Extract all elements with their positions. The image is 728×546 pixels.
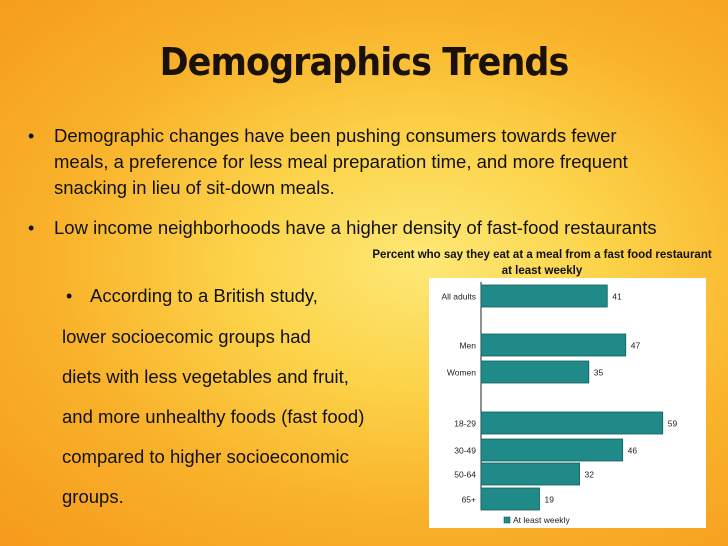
bar bbox=[480, 462, 580, 486]
bar bbox=[480, 333, 627, 357]
data-label: 32 bbox=[585, 470, 595, 480]
bullet-text: Demographic changes have been pushing co… bbox=[54, 125, 628, 198]
data-label: 41 bbox=[612, 292, 622, 302]
bullet-marker: • bbox=[28, 218, 35, 238]
bullet-marker: • bbox=[28, 126, 35, 146]
sub-bullet-line-2: lower socioecomic groups had bbox=[62, 326, 311, 347]
data-label: 35 bbox=[594, 368, 604, 378]
legend-swatch bbox=[503, 516, 511, 524]
bar bbox=[480, 284, 608, 308]
category-label: Women bbox=[447, 368, 476, 378]
bar bbox=[480, 438, 624, 462]
category-label: Men bbox=[459, 341, 476, 351]
category-label: 30-49 bbox=[454, 446, 476, 456]
bar bbox=[480, 360, 590, 384]
sub-bullet-line-3: diets with less vegetables and fruit, bbox=[62, 366, 349, 387]
data-label: 19 bbox=[545, 495, 555, 505]
bullet-text: Low income neighborhoods have a higher d… bbox=[54, 217, 657, 238]
category-label: 50-64 bbox=[454, 470, 476, 480]
sub-bullet-line-4: and more unhealthy foods (fast food) bbox=[62, 406, 365, 427]
bar bbox=[480, 411, 664, 435]
category-label: 18-29 bbox=[454, 419, 476, 429]
data-label: 59 bbox=[668, 419, 678, 429]
data-label: 46 bbox=[628, 446, 638, 456]
legend-label: At least weekly bbox=[513, 515, 570, 525]
sub-bullet-line-5: compared to higher socioeconomic bbox=[62, 446, 349, 467]
sub-bullet-line-1: According to a British study, bbox=[90, 285, 318, 306]
slide-title: Demographics Trends bbox=[159, 40, 570, 84]
category-label: 65+ bbox=[462, 495, 476, 505]
category-label: All adults bbox=[442, 292, 477, 302]
bar-chart-svg: All adults 41 Men 47 Women 35 18-29 59 30-49 46 50… bbox=[442, 282, 678, 525]
bar bbox=[480, 487, 540, 511]
data-label: 47 bbox=[631, 341, 641, 351]
bar-chart: All adults 41 Men 47 Women 35 18-29 59 30-49 46 50… bbox=[429, 278, 706, 528]
sub-bullet-marker: • bbox=[66, 286, 73, 306]
sub-bullet-line-6: groups. bbox=[62, 486, 124, 507]
chart-title: Percent who say they eat at a meal from … bbox=[372, 249, 712, 277]
